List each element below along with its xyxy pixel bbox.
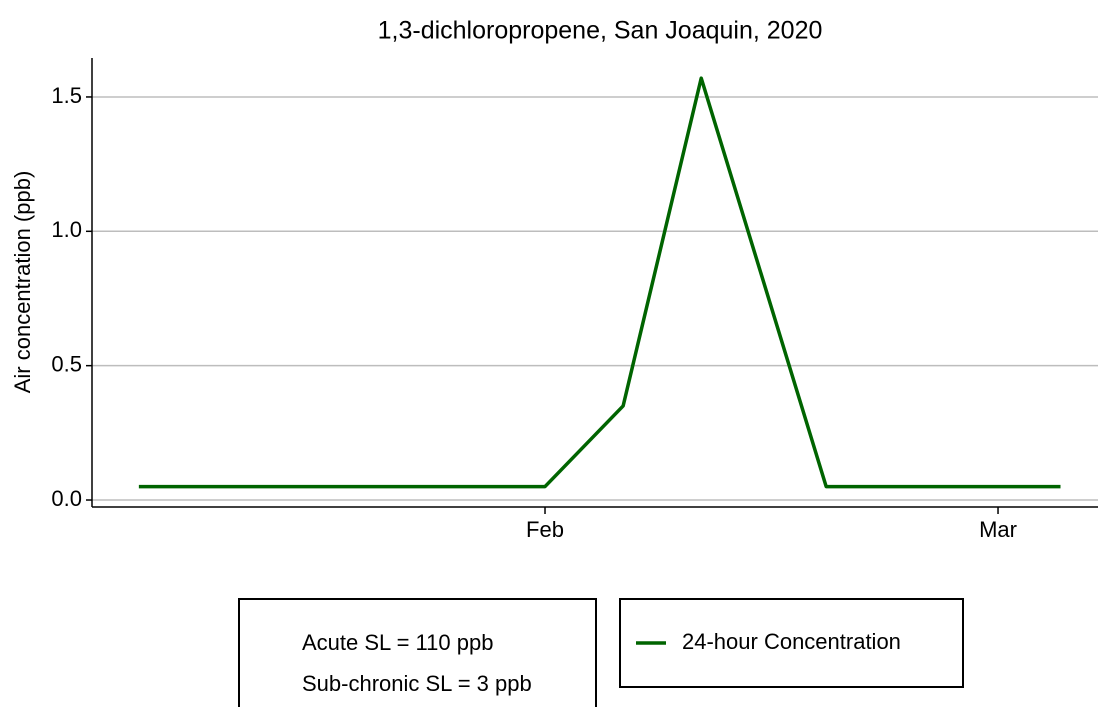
x-tick-label: Mar — [979, 517, 1017, 542]
line — [138, 76, 1061, 489]
legend-label: 24-hour Concentration — [682, 629, 901, 654]
y-tick-label: 1.0 — [51, 217, 82, 242]
annotation: Acute SL = 110 ppb — [302, 630, 493, 655]
chart-title: 1,3-dichloropropene, San Joaquin, 2020 — [378, 17, 823, 45]
x-tick-label: Feb — [526, 517, 564, 542]
y-tick-label: 1.5 — [51, 83, 82, 108]
legend-box — [619, 598, 964, 688]
y-axis-label: Air concentration (ppb) — [10, 171, 35, 394]
y-tick-label: 0.5 — [51, 351, 82, 376]
annotation: Sub-chronic SL = 3 ppb — [302, 671, 532, 696]
annotation-box — [238, 598, 597, 707]
y-tick-label: 0.0 — [51, 486, 82, 511]
